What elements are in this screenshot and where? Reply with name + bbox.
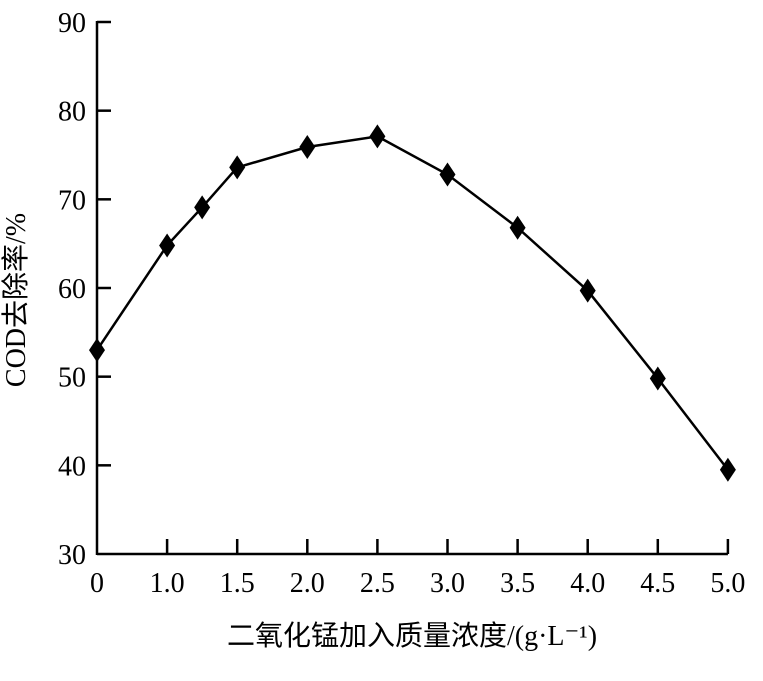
x-tick-label: 2.0 [290,568,325,599]
x-axis-label: 二氧化锰加入质量浓度/(g·L⁻¹) [227,620,597,652]
data-point-diamond [89,338,105,363]
data-point-diamond [509,215,526,240]
data-point-diamond [369,124,386,149]
x-tick-label: 5.0 [710,568,745,599]
y-axis-label: COD去除率/% [0,213,32,387]
x-tick-label: 3.0 [430,568,465,599]
x-tick-label: 1.0 [150,568,185,599]
ticks: 30 40 50 60 70 80 90 0 1.0 1.5 2.0 2.5 3.0 3.5 4.0 4.5 5… [58,8,745,599]
y-tick-label: 70 [58,185,86,216]
x-tick-label: 4.0 [570,568,605,599]
y-tick-label: 30 [58,540,86,571]
data-point-diamond [229,155,246,180]
axes [95,21,728,556]
series [89,124,736,482]
x-tick-label: 0 [90,568,104,599]
x-tick-label: 2.5 [360,568,395,599]
data-point-diamond [579,278,596,303]
x-tick-label: 4.5 [640,568,675,599]
y-tick-label: 90 [58,8,86,39]
y-tick-label: 50 [58,363,86,394]
x-tick-label: 3.5 [500,568,535,599]
data-point-diamond [719,457,736,482]
y-tick-label: 60 [58,274,86,305]
x-tick-label: 1.5 [220,568,255,599]
y-tick-label: 40 [58,451,86,482]
data-point-diamond [194,195,211,220]
series-line [95,135,729,471]
data-point-diamond [159,233,176,258]
data-point-diamond [299,135,316,160]
y-tick-label: 80 [58,97,86,128]
data-point-diamond [439,162,456,187]
data-point-diamond [649,366,666,391]
